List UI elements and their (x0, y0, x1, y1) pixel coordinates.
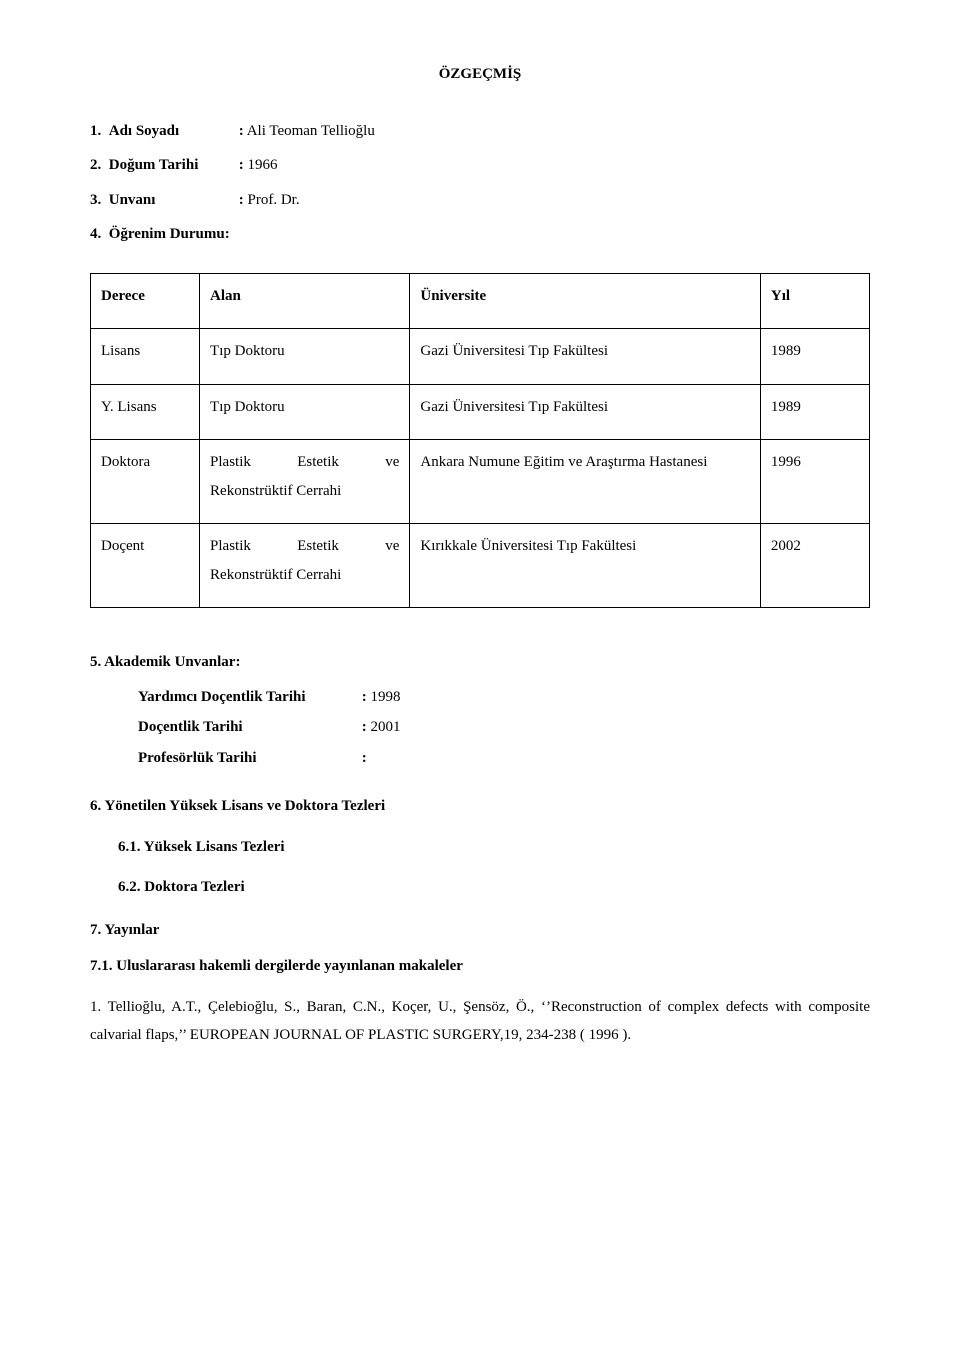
section6-sub2: 6.2. Doktora Tezleri (118, 873, 870, 902)
section7-sub1: 7.1. Uluslararası hakemli dergilerde yay… (90, 952, 870, 981)
td-yil: 1989 (760, 329, 869, 385)
td-yil: 1989 (760, 384, 869, 440)
td-alan: Tıp Doktoru (200, 329, 410, 385)
education-table: Derece Alan Üniversite Yıl Lisans Tıp Do… (90, 273, 870, 609)
table-row: Doçent Plastik Estetik ve Rekonstrüktif … (91, 524, 870, 608)
info-label: Unvanı (105, 186, 235, 215)
section6-heading: 6. Yönetilen Yüksek Lisans ve Doktora Te… (90, 792, 870, 821)
td-alan: Tıp Doktoru (200, 384, 410, 440)
info-sep: : (239, 117, 244, 146)
section7-heading: 7. Yayınlar (90, 916, 870, 945)
info-num: 3. (90, 186, 101, 215)
table-row: Doktora Plastik Estetik ve Rekonstrüktif… (91, 440, 870, 524)
sub-row: Doçentlik Tarihi : 2001 (138, 713, 870, 742)
doc-title: ÖZGEÇMİŞ (90, 60, 870, 89)
reference-1: 1. Tellioğlu, A.T., Çelebioğlu, S., Bara… (90, 993, 870, 1050)
info-value: Ali Teoman Tellioğlu (247, 123, 375, 139)
sub-row: Yardımcı Doçentlik Tarihi : 1998 (138, 683, 870, 712)
table-row: Y. Lisans Tıp Doktoru Gazi Üniversitesi … (91, 384, 870, 440)
sub-label: Doçentlik Tarihi (138, 713, 358, 742)
th-uni: Üniversite (410, 273, 761, 329)
td-uni: Ankara Numune Eğitim ve Araştırma Hastan… (410, 440, 761, 524)
sub-sep: : (362, 689, 367, 705)
info-num: 1. (90, 117, 101, 146)
info-num: 2. (90, 151, 101, 180)
td-alan: Plastik Estetik ve Rekonstrüktif Cerrahi (200, 524, 410, 608)
info-value: 1966 (248, 157, 278, 173)
sub-sep: : (362, 750, 367, 766)
sub-label: Profesörlük Tarihi (138, 744, 358, 773)
th-yil: Yıl (760, 273, 869, 329)
td-uni: Gazi Üniversitesi Tıp Fakültesi (410, 384, 761, 440)
info-label: Doğum Tarihi (105, 151, 235, 180)
td-alan: Plastik Estetik ve Rekonstrüktif Cerrahi (200, 440, 410, 524)
sub-row: Profesörlük Tarihi : (138, 744, 870, 773)
sub-sep: : (362, 719, 367, 735)
info-row: 1. Adı Soyadı : Ali Teoman Tellioğlu (90, 117, 870, 146)
sub-value: 2001 (371, 719, 401, 735)
section6-sub1: 6.1. Yüksek Lisans Tezleri (118, 833, 870, 862)
td-derece: Y. Lisans (91, 384, 200, 440)
td-uni: Gazi Üniversitesi Tıp Fakültesi (410, 329, 761, 385)
info-sep: : (239, 151, 244, 180)
td-yil: 1996 (760, 440, 869, 524)
info-block: 1. Adı Soyadı : Ali Teoman Tellioğlu 2. … (90, 117, 870, 249)
info-row: 4. Öğrenim Durumu: (90, 220, 870, 249)
sub-value: 1998 (371, 689, 401, 705)
info-row: 2. Doğum Tarihi : 1966 (90, 151, 870, 180)
td-derece: Doçent (91, 524, 200, 608)
section5-heading: 5. Akademik Unvanlar: (90, 648, 870, 677)
info-num: 4. (90, 220, 101, 249)
info-row: 3. Unvanı : Prof. Dr. (90, 186, 870, 215)
section5-list: Yardımcı Doçentlik Tarihi : 1998 Doçentl… (138, 683, 870, 773)
info-sep: : (239, 186, 244, 215)
td-derece: Lisans (91, 329, 200, 385)
table-header-row: Derece Alan Üniversite Yıl (91, 273, 870, 329)
sub-label: Yardımcı Doçentlik Tarihi (138, 683, 358, 712)
td-derece: Doktora (91, 440, 200, 524)
td-uni: Kırıkkale Üniversitesi Tıp Fakültesi (410, 524, 761, 608)
info-label: Öğrenim Durumu: (105, 220, 235, 249)
th-alan: Alan (200, 273, 410, 329)
th-derece: Derece (91, 273, 200, 329)
info-label: Adı Soyadı (105, 117, 235, 146)
table-row: Lisans Tıp Doktoru Gazi Üniversitesi Tıp… (91, 329, 870, 385)
td-yil: 2002 (760, 524, 869, 608)
info-value: Prof. Dr. (248, 192, 300, 208)
